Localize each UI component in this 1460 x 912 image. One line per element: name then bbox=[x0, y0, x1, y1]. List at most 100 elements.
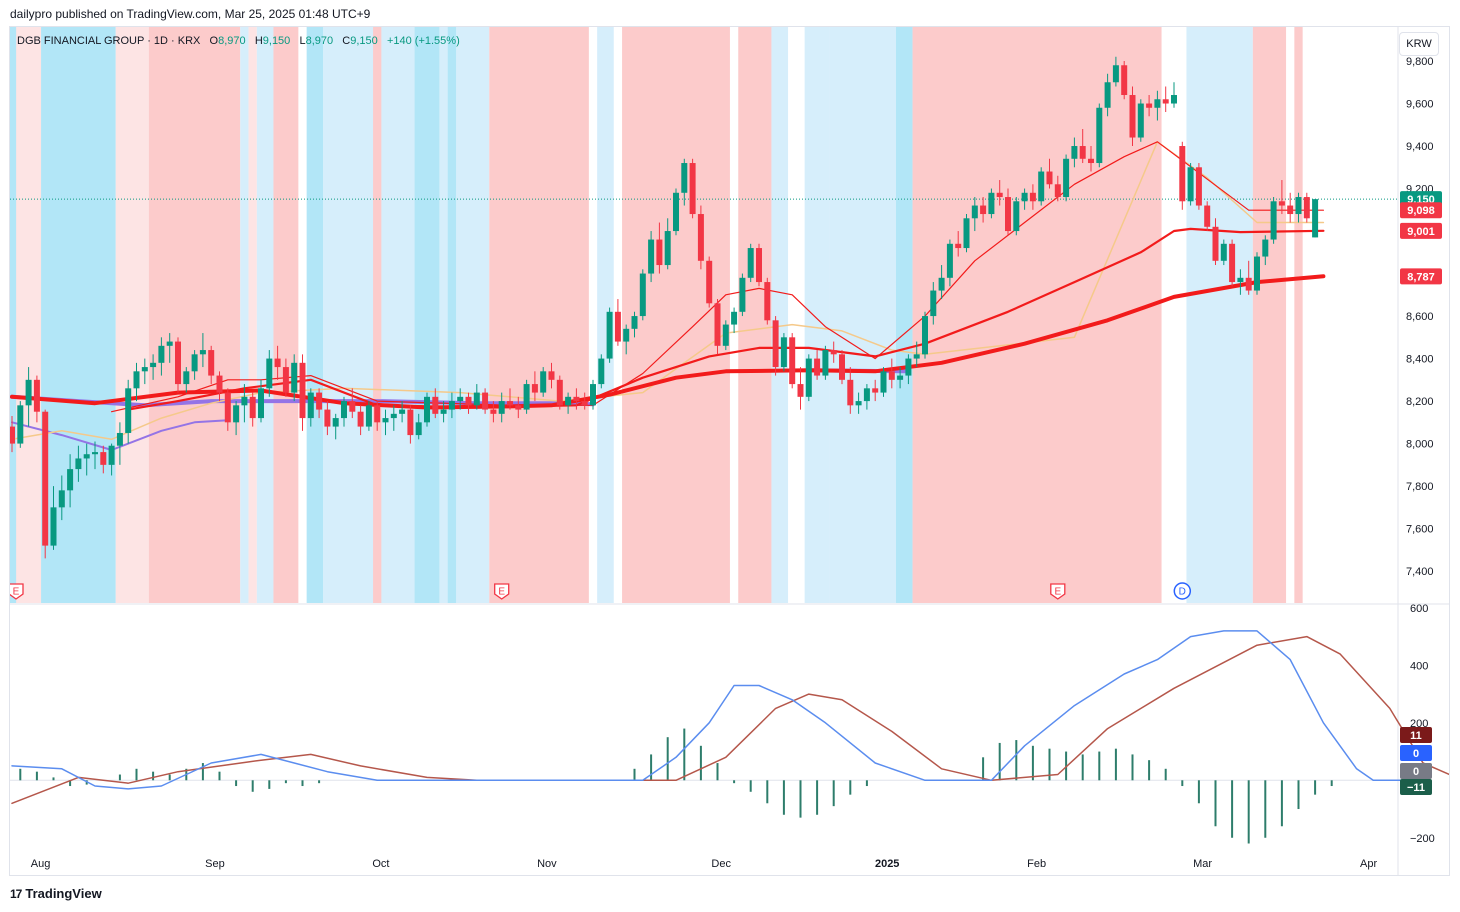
candle bbox=[805, 354, 812, 402]
currency-button[interactable]: KRW bbox=[1399, 32, 1439, 56]
candle bbox=[208, 345, 215, 385]
background-band bbox=[256, 27, 274, 603]
chart-canvas[interactable]: 7,4007,6007,8008,0008,2008,4008,6008,800… bbox=[10, 27, 1449, 875]
candle bbox=[83, 443, 90, 476]
candle-body bbox=[946, 243, 953, 278]
candle-body bbox=[1154, 99, 1161, 108]
price-tick-label: 7,800 bbox=[1406, 481, 1434, 493]
candle-body bbox=[1229, 243, 1236, 283]
candle-body bbox=[1096, 107, 1103, 164]
candle bbox=[1204, 201, 1211, 232]
candle bbox=[722, 320, 729, 351]
candle bbox=[606, 307, 613, 363]
candle bbox=[930, 282, 937, 325]
candle bbox=[955, 231, 962, 257]
candle bbox=[307, 388, 314, 427]
candle bbox=[863, 384, 870, 410]
candle-body bbox=[955, 243, 962, 249]
candle-body bbox=[797, 384, 804, 397]
time-tick-label: Oct bbox=[372, 858, 389, 870]
candle bbox=[175, 337, 181, 393]
candle-body bbox=[424, 396, 430, 423]
candle bbox=[590, 379, 596, 410]
candle bbox=[855, 392, 862, 414]
background-band bbox=[148, 27, 241, 603]
candle-body bbox=[913, 354, 920, 359]
background-band bbox=[622, 27, 730, 603]
candle-body bbox=[722, 324, 729, 346]
time-tick-label: Aug bbox=[31, 858, 51, 870]
candle bbox=[92, 441, 98, 470]
candle-body bbox=[1121, 65, 1128, 96]
candle bbox=[1220, 239, 1227, 266]
candle bbox=[565, 392, 572, 414]
candle-body bbox=[10, 426, 15, 444]
candle bbox=[216, 371, 223, 402]
macd-badge-label: −11 bbox=[1407, 782, 1425, 794]
macd-badge bbox=[1400, 727, 1432, 743]
candle-body bbox=[565, 396, 572, 406]
candle-body bbox=[374, 405, 381, 423]
candle bbox=[888, 358, 895, 389]
candle bbox=[1287, 192, 1294, 223]
candle bbox=[382, 409, 389, 436]
candle bbox=[556, 375, 563, 410]
candle-body bbox=[681, 163, 688, 193]
price-tick-label: 7,600 bbox=[1406, 524, 1434, 536]
candle bbox=[490, 401, 497, 423]
candle bbox=[963, 214, 970, 253]
event-marker-label: D bbox=[1179, 587, 1186, 598]
candle-body bbox=[1303, 197, 1310, 219]
candle bbox=[25, 367, 32, 427]
tradingview-logo[interactable]: 17 TradingView bbox=[10, 886, 102, 901]
candle bbox=[1262, 235, 1269, 266]
candle bbox=[482, 388, 489, 414]
candle bbox=[457, 388, 464, 410]
candle-body bbox=[473, 392, 480, 406]
background-band bbox=[771, 27, 789, 603]
candle-body bbox=[432, 396, 439, 414]
candle bbox=[1005, 188, 1011, 236]
candle bbox=[141, 358, 148, 385]
candle-body bbox=[905, 358, 912, 376]
candle bbox=[938, 265, 945, 300]
candle-body bbox=[922, 316, 928, 355]
candle bbox=[75, 445, 82, 482]
time-tick-label: Mar bbox=[1193, 858, 1212, 870]
candle-body bbox=[598, 358, 605, 385]
candle bbox=[980, 197, 987, 223]
price-tick-label: 8,200 bbox=[1406, 396, 1434, 408]
candle bbox=[822, 345, 829, 380]
ma-tan-line bbox=[11, 141, 1325, 441]
candle-body bbox=[482, 392, 489, 410]
candle-body bbox=[440, 409, 447, 414]
chart-frame[interactable]: 7,4007,6007,8008,0008,2008,4008,6008,800… bbox=[9, 26, 1450, 876]
price-badge-label: 9,098 bbox=[1407, 205, 1435, 217]
low-value: 8,970 bbox=[305, 35, 334, 47]
candle bbox=[681, 158, 688, 206]
candle-body bbox=[1237, 277, 1244, 283]
earnings-marker-icon bbox=[1050, 583, 1066, 600]
candle bbox=[448, 392, 455, 419]
candle-body bbox=[407, 409, 414, 436]
candle bbox=[341, 396, 347, 427]
candle bbox=[1254, 252, 1260, 295]
candle bbox=[1046, 158, 1053, 189]
candle bbox=[1096, 103, 1103, 168]
candle-body bbox=[938, 277, 945, 291]
candle-body bbox=[1046, 171, 1053, 185]
price-badge bbox=[1400, 268, 1442, 285]
candle-body bbox=[839, 354, 845, 380]
price-tick-label: 9,800 bbox=[1406, 56, 1434, 68]
price-badge bbox=[1400, 202, 1442, 219]
candle-body bbox=[274, 358, 281, 368]
candle-body bbox=[1171, 95, 1177, 104]
candle bbox=[1071, 137, 1078, 168]
candle-body bbox=[108, 445, 115, 465]
background-band bbox=[240, 27, 249, 603]
candle-body bbox=[100, 452, 107, 465]
candle bbox=[1195, 163, 1202, 210]
symbol-label[interactable]: DGB FINANCIAL GROUP · 1D · KRX bbox=[17, 35, 201, 47]
candle bbox=[390, 405, 397, 431]
candle bbox=[739, 273, 746, 317]
